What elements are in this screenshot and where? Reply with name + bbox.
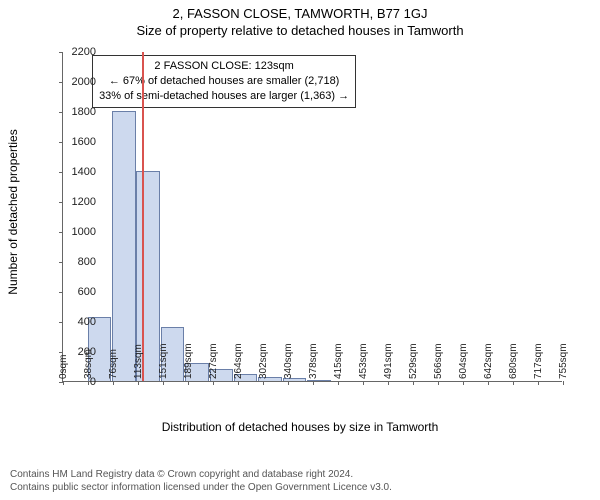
y-tick-mark <box>59 232 63 233</box>
histogram-bar <box>112 111 136 381</box>
y-tick-label: 2000 <box>72 76 96 88</box>
y-tick-mark <box>59 352 63 353</box>
y-tick-mark <box>59 292 63 293</box>
x-tick-mark <box>263 381 264 385</box>
y-tick-label: 1600 <box>72 136 96 148</box>
x-tick-mark <box>213 381 214 385</box>
x-tick-mark <box>338 381 339 385</box>
x-tick-mark <box>163 381 164 385</box>
y-tick-mark <box>59 322 63 323</box>
x-tick-mark <box>563 381 564 385</box>
y-tick-label: 2200 <box>72 46 96 58</box>
x-tick-mark <box>88 381 89 385</box>
marker-line <box>142 52 144 381</box>
chart-container: Number of detached properties 2 FASSON C… <box>0 42 600 432</box>
y-axis-label: Number of detached properties <box>6 129 20 294</box>
x-tick-mark <box>488 381 489 385</box>
callout-box: 2 FASSON CLOSE: 123sqm ← 67% of detached… <box>92 55 356 108</box>
x-tick-mark <box>513 381 514 385</box>
y-tick-mark <box>59 82 63 83</box>
y-tick-label: 1800 <box>72 106 96 118</box>
x-tick-mark <box>413 381 414 385</box>
page-title: 2, FASSON CLOSE, TAMWORTH, B77 1GJ <box>0 0 600 21</box>
y-tick-mark <box>59 202 63 203</box>
x-tick-mark <box>138 381 139 385</box>
x-tick-mark <box>388 381 389 385</box>
page-subtitle: Size of property relative to detached ho… <box>0 21 600 42</box>
x-axis-label: Distribution of detached houses by size … <box>0 420 600 434</box>
y-tick-label: 800 <box>78 256 96 268</box>
x-tick-mark <box>238 381 239 385</box>
x-tick-mark <box>438 381 439 385</box>
y-tick-label: 400 <box>78 316 96 328</box>
x-tick-mark <box>113 381 114 385</box>
x-tick-mark <box>63 381 64 385</box>
x-tick-mark <box>288 381 289 385</box>
y-tick-mark <box>59 172 63 173</box>
callout-line3: 33% of semi-detached houses are larger (… <box>99 89 349 104</box>
x-tick-mark <box>188 381 189 385</box>
y-tick-mark <box>59 52 63 53</box>
footer-line2: Contains public sector information licen… <box>10 481 590 494</box>
histogram-bar <box>307 380 331 382</box>
y-tick-mark <box>59 112 63 113</box>
y-tick-label: 1200 <box>72 196 96 208</box>
x-tick-mark <box>463 381 464 385</box>
callout-line1: 2 FASSON CLOSE: 123sqm <box>99 59 349 74</box>
y-tick-mark <box>59 262 63 263</box>
y-tick-label: 600 <box>78 286 96 298</box>
footer-line1: Contains HM Land Registry data © Crown c… <box>10 468 590 481</box>
y-tick-label: 1400 <box>72 166 96 178</box>
callout-line2: ← 67% of detached houses are smaller (2,… <box>99 74 349 89</box>
y-tick-label: 1000 <box>72 226 96 238</box>
x-tick-mark <box>538 381 539 385</box>
footer: Contains HM Land Registry data © Crown c… <box>10 468 590 494</box>
y-tick-mark <box>59 142 63 143</box>
x-tick-mark <box>313 381 314 385</box>
x-tick-mark <box>363 381 364 385</box>
plot-area: 2 FASSON CLOSE: 123sqm ← 67% of detached… <box>62 52 562 382</box>
